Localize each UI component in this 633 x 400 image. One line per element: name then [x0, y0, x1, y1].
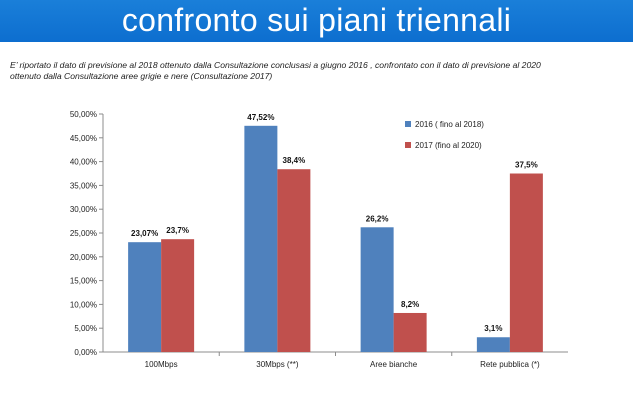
description-line-1: E’ riportato il dato di previsione al 20…	[10, 60, 541, 70]
data-label: 3,1%	[484, 324, 502, 333]
bar-2017	[393, 312, 427, 352]
description-line-2: ottenuto dalla Consultazione aree grigie…	[10, 71, 273, 81]
bar-2016	[360, 227, 394, 352]
data-label: 38,4%	[283, 156, 306, 165]
y-tick-label: 5,00%	[74, 324, 97, 333]
x-category-label: 30Mbps (**)	[256, 360, 299, 369]
y-tick-label: 40,00%	[70, 158, 97, 167]
y-tick-label: 10,00%	[70, 300, 97, 309]
bar-2016	[244, 125, 278, 352]
data-label: 23,7%	[166, 226, 189, 235]
data-label: 47,52%	[247, 113, 274, 122]
page-title: confronto sui piani triennali	[121, 2, 512, 38]
y-tick-label: 0,00%	[74, 348, 97, 357]
bar-2017	[277, 169, 311, 352]
y-tick-label: 15,00%	[70, 277, 97, 286]
bar-2016	[476, 337, 510, 352]
y-tick-label: 20,00%	[70, 253, 97, 262]
data-label: 23,07%	[131, 229, 158, 238]
data-label: 26,2%	[366, 214, 389, 223]
bar-2017	[509, 173, 543, 352]
data-label: 37,5%	[515, 161, 538, 170]
legend-swatch	[405, 142, 411, 148]
chart-description: E’ riportato il dato di previsione al 20…	[10, 60, 620, 82]
y-tick-label: 50,00%	[70, 110, 97, 119]
y-tick-label: 45,00%	[70, 134, 97, 143]
y-tick-label: 30,00%	[70, 205, 97, 214]
y-tick-label: 35,00%	[70, 181, 97, 190]
y-tick-label: 25,00%	[70, 229, 97, 238]
x-category-label: 100Mbps	[145, 360, 178, 369]
x-category-label: Rete pubblica (*)	[480, 360, 540, 369]
title-bar	[0, 0, 633, 42]
legend-label: 2016 ( fino al 2018)	[415, 120, 484, 129]
bar-2016	[128, 242, 162, 352]
legend-swatch	[405, 121, 411, 127]
bar-2017	[161, 239, 195, 352]
legend-label: 2017 (fino al 2020)	[415, 141, 482, 150]
data-label: 8,2%	[401, 300, 419, 309]
x-category-label: Aree bianche	[370, 360, 418, 369]
